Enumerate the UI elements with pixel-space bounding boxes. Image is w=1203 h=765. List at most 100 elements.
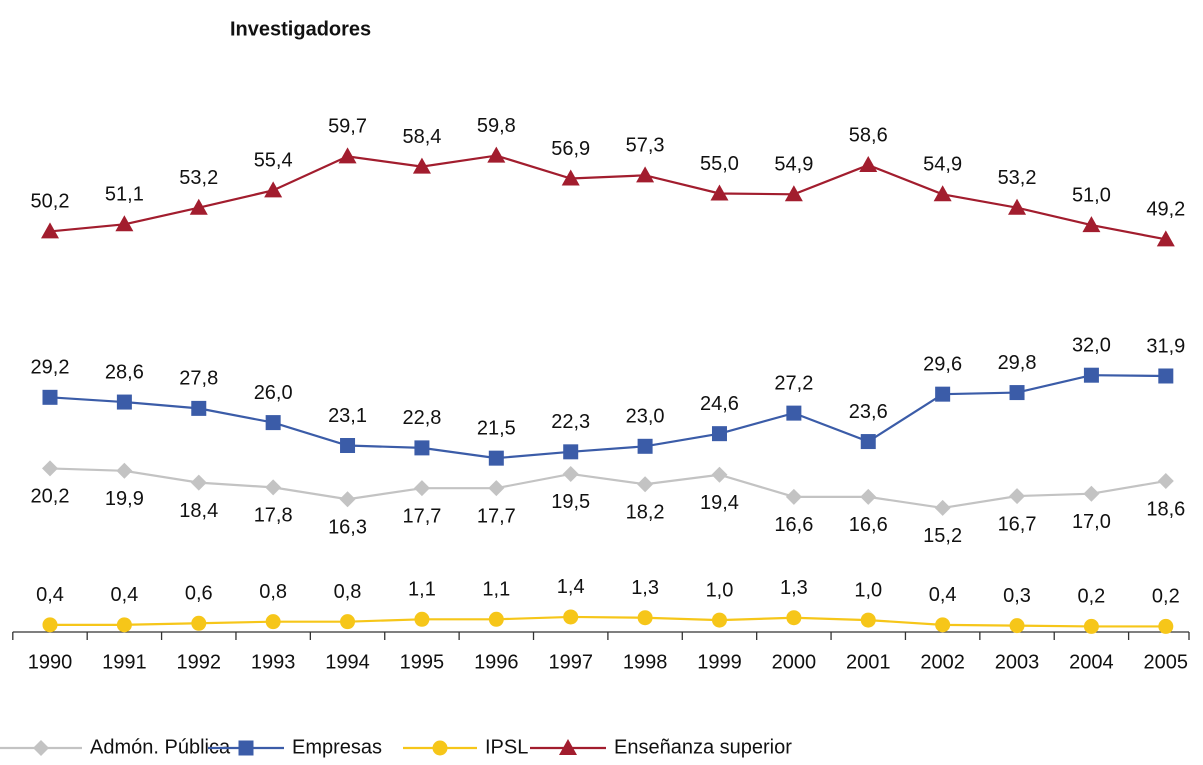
marker — [191, 615, 207, 631]
data-label: 16,7 — [998, 513, 1037, 535]
marker — [860, 612, 876, 628]
data-label: 31,9 — [1146, 335, 1185, 357]
marker — [1082, 216, 1101, 233]
data-label: 20,2 — [31, 486, 70, 508]
marker — [784, 185, 803, 202]
marker — [189, 198, 208, 215]
marker — [265, 479, 282, 496]
x-tick-label: 1992 — [177, 651, 222, 673]
data-label: 29,8 — [998, 352, 1037, 374]
marker — [1157, 473, 1174, 490]
series-line — [49, 615, 1166, 628]
marker — [561, 169, 580, 186]
marker — [116, 462, 133, 479]
data-label: 53,2 — [998, 167, 1037, 189]
data-label: 24,6 — [700, 393, 739, 415]
data-label: 0,8 — [259, 581, 287, 603]
x-tick-label: 1994 — [325, 651, 370, 673]
legend-label: IPSL — [485, 736, 528, 758]
data-label: 19,9 — [105, 488, 144, 510]
legend-label: Empresas — [292, 736, 382, 758]
data-label: 0,8 — [334, 581, 362, 603]
data-label: 17,0 — [1072, 511, 1111, 533]
x-tick-label: 1995 — [400, 651, 445, 673]
data-label: 19,4 — [700, 492, 739, 514]
data-label: 23,1 — [328, 405, 367, 427]
x-tick-label: 1991 — [102, 651, 147, 673]
x-tick-label: 1990 — [28, 651, 73, 673]
data-label: 23,6 — [849, 401, 888, 423]
data-label: 0,4 — [929, 584, 957, 606]
data-label: 49,2 — [1146, 199, 1185, 221]
data-label: 50,2 — [31, 191, 70, 213]
marker — [42, 389, 58, 405]
data-label: 1,1 — [482, 579, 510, 601]
data-label: 32,0 — [1072, 334, 1111, 356]
chart-title: Investigadores — [230, 18, 371, 40]
marker — [563, 609, 579, 625]
x-tick-label: 2002 — [920, 651, 965, 673]
marker — [859, 156, 878, 173]
legend-label: Enseñanza superior — [614, 736, 792, 758]
marker — [1083, 618, 1099, 634]
marker — [1156, 230, 1175, 247]
marker — [1083, 367, 1099, 383]
data-label: 53,2 — [179, 167, 218, 189]
data-label: 21,5 — [477, 417, 516, 439]
marker — [264, 181, 283, 198]
data-label: 19,5 — [551, 491, 590, 513]
marker — [637, 438, 653, 454]
data-label: 1,0 — [706, 579, 734, 601]
data-label: 0,6 — [185, 583, 213, 605]
marker — [40, 222, 59, 239]
marker — [116, 617, 132, 633]
marker — [562, 465, 579, 482]
marker — [42, 617, 58, 633]
marker — [711, 466, 728, 483]
data-label: 54,9 — [923, 154, 962, 176]
data-label: 59,8 — [477, 115, 516, 137]
marker — [559, 739, 577, 755]
marker — [414, 440, 430, 456]
marker — [488, 480, 505, 497]
marker — [636, 166, 655, 183]
x-tick-label: 1993 — [251, 651, 296, 673]
marker — [711, 426, 727, 442]
x-tick-label: 1999 — [697, 651, 742, 673]
marker — [191, 400, 207, 416]
data-label: 0,4 — [36, 584, 64, 606]
data-label: 17,8 — [254, 505, 293, 527]
data-label: 58,6 — [849, 124, 888, 146]
marker — [860, 434, 876, 450]
data-label: 55,0 — [700, 153, 739, 175]
marker — [935, 617, 951, 633]
data-label: 27,8 — [179, 368, 218, 390]
marker — [934, 499, 951, 516]
data-label: 29,2 — [31, 357, 70, 379]
data-label: 0,3 — [1003, 585, 1031, 607]
data-label: 18,6 — [1146, 498, 1185, 520]
marker — [1083, 485, 1100, 502]
marker — [637, 610, 653, 626]
data-label: 16,3 — [328, 517, 367, 539]
data-label: 22,3 — [551, 411, 590, 433]
marker — [338, 147, 357, 164]
x-tick-label: 2004 — [1069, 651, 1114, 673]
x-tick-label: 1996 — [474, 651, 519, 673]
data-label: 16,6 — [774, 514, 813, 536]
marker — [1009, 618, 1025, 634]
marker — [238, 740, 254, 756]
marker — [786, 405, 802, 421]
x-tick-label: 1997 — [548, 651, 593, 673]
data-label: 26,0 — [254, 382, 293, 404]
marker — [339, 491, 356, 508]
marker — [1009, 385, 1025, 401]
data-label: 15,2 — [923, 525, 962, 547]
marker — [115, 215, 134, 232]
marker — [935, 386, 951, 402]
data-label: 17,7 — [477, 505, 516, 527]
marker — [488, 450, 504, 466]
data-label: 1,4 — [557, 576, 585, 598]
marker — [41, 460, 58, 477]
data-label: 29,6 — [923, 353, 962, 375]
